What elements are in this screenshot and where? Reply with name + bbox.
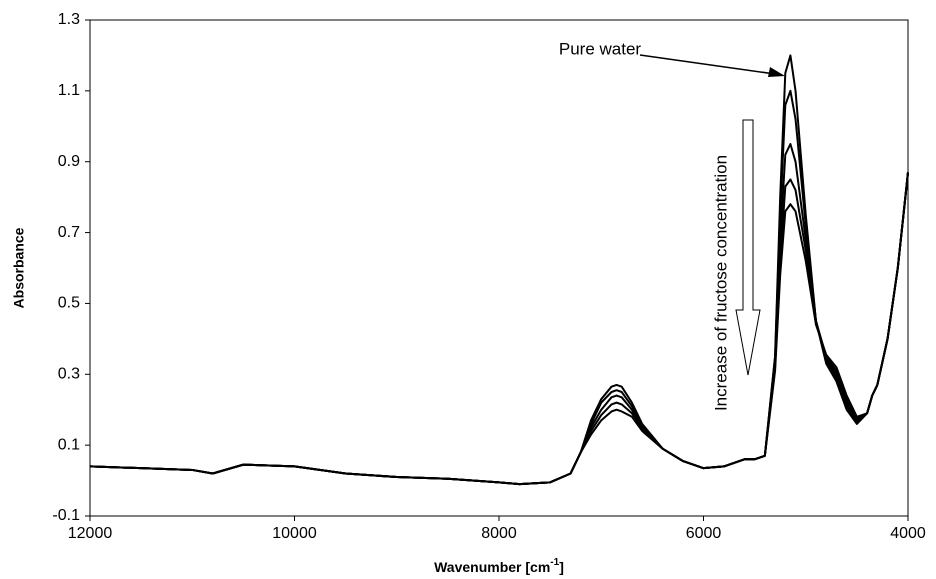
annotation: Increase of fructose concentration <box>711 155 730 411</box>
y-tick-label: 0.1 <box>58 436 80 453</box>
trend-arrow <box>735 119 761 376</box>
y-tick-label: 0.5 <box>58 295 80 312</box>
y-tick-label: -0.1 <box>52 507 80 524</box>
y-tick-label: 0.9 <box>58 153 80 170</box>
x-tick-label: 12000 <box>68 525 113 542</box>
x-tick-label: 4000 <box>890 525 926 542</box>
annotation-arrow <box>639 54 783 76</box>
x-tick-label: 10000 <box>272 525 317 542</box>
spectrum-line <box>89 172 909 486</box>
x-tick-label: 8000 <box>481 525 517 542</box>
spectrum-line <box>89 89 909 486</box>
x-label-sup: -1 <box>550 557 559 568</box>
y-tick-label: 1.1 <box>58 82 80 99</box>
annotation-arrowhead <box>768 67 785 77</box>
y-axis-label: Absorbance <box>11 227 27 308</box>
y-tick-label: 0.7 <box>58 224 80 241</box>
x-axis-label: Wavenumber [cm-1] <box>434 557 564 575</box>
x-tick-label: 6000 <box>686 525 722 542</box>
x-label-text: Wavenumber [cm <box>434 559 550 575</box>
annotation: Pure water <box>559 39 642 58</box>
x-label-end: ] <box>559 559 564 575</box>
y-tick-label: 0.3 <box>58 366 80 383</box>
y-tick-label: 1.3 <box>58 11 80 28</box>
